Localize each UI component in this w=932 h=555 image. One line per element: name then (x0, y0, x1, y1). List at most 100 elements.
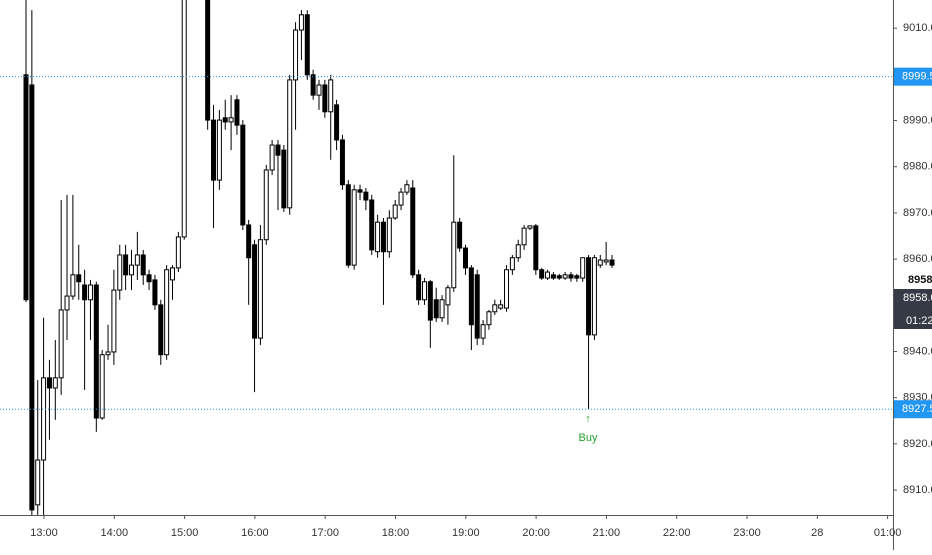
hline-tag-label: 8999.5 (902, 71, 932, 83)
candle-body (550, 274, 556, 279)
x-tick-label: 14:00 (101, 527, 129, 539)
hline-tag-label: 8927.5 (902, 403, 932, 415)
candle-body (76, 274, 82, 283)
candle-body (205, 0, 211, 121)
candle-body (134, 254, 140, 266)
y-tick-label: 8990.0 (903, 114, 932, 126)
candle-body (509, 257, 515, 271)
candle-body (87, 284, 93, 301)
last-price-label: 8958.0 (908, 274, 932, 286)
candle-body (539, 269, 545, 279)
candle-body (152, 279, 158, 306)
candle-body (545, 271, 551, 279)
candle-body (369, 199, 375, 251)
candle-body (480, 324, 486, 339)
candle-body (246, 224, 252, 259)
x-tick-label: 21:00 (593, 527, 621, 539)
candle-body (269, 144, 275, 171)
candle-body (140, 254, 146, 276)
candle-body (310, 74, 316, 96)
candle-body (451, 221, 457, 289)
candle-body (345, 184, 351, 266)
candle-body (117, 254, 123, 291)
candle-body (175, 236, 181, 269)
candle-body (416, 274, 422, 301)
candle-body (58, 309, 64, 379)
candle-body (29, 84, 35, 511)
y-tick-label: 8910.0 (903, 484, 932, 496)
candle-body (46, 377, 52, 389)
x-tick-label: 16:00 (241, 527, 269, 539)
candle-body (504, 269, 510, 309)
x-tick-label: 17:00 (311, 527, 339, 539)
candle-body (363, 191, 369, 201)
candle-body (41, 377, 47, 461)
candle-body (568, 274, 574, 279)
candle-body (35, 459, 41, 506)
candle-body (556, 275, 562, 279)
candle-body (123, 254, 129, 276)
candle-body (586, 257, 592, 336)
x-tick-label: 20:00 (522, 527, 550, 539)
candle-body (211, 119, 217, 181)
candle-body (457, 221, 463, 249)
candle-body (562, 274, 568, 279)
candle-body (433, 299, 439, 319)
candle-body (146, 274, 152, 283)
candle-body (281, 149, 287, 209)
candle-body (64, 295, 70, 311)
candle-body (298, 14, 304, 31)
candle-body (603, 259, 609, 263)
x-tick-label: 01:00 (874, 527, 902, 539)
candle-body (257, 239, 263, 339)
x-tick-label: 15:00 (171, 527, 199, 539)
candle-body (158, 304, 164, 356)
candle-body (322, 84, 328, 113)
candle-body (234, 99, 240, 126)
candle-body (392, 204, 398, 219)
x-tick-label: 23:00 (733, 527, 761, 539)
candle-body (99, 354, 105, 419)
candle-body (105, 351, 111, 356)
candle-body (404, 184, 410, 193)
candle-body (181, 0, 187, 238)
candle-body (474, 274, 480, 339)
candle-body (533, 225, 539, 271)
candle-body (445, 287, 451, 306)
candle-body (334, 104, 340, 141)
candle-body (287, 79, 293, 209)
candle-body (492, 304, 498, 313)
candle-body (293, 29, 299, 81)
x-tick-label: 19:00 (452, 527, 480, 539)
candle-body (380, 221, 386, 253)
candle-body (228, 117, 234, 123)
axes: 8910.08920.08930.08940.08950.08960.08970… (30, 22, 932, 539)
candle-body (304, 14, 310, 76)
price-tag-countdown: 01:22 (906, 315, 932, 327)
x-tick-label: 22:00 (663, 527, 691, 539)
candle-body (263, 169, 269, 241)
y-tick-label: 9010.0 (903, 22, 932, 34)
candle-body (222, 117, 228, 123)
x-tick-label: 13:00 (30, 527, 58, 539)
candle-body (421, 281, 427, 301)
x-tick-label: 28 (811, 527, 823, 539)
price-tag (894, 289, 932, 329)
y-tick-label: 8960.0 (903, 253, 932, 265)
hline-tag (894, 400, 932, 419)
candle-body (591, 257, 597, 336)
candle-body (357, 189, 363, 193)
candle-body (128, 264, 134, 276)
candle-body (386, 217, 392, 253)
candle-body (468, 267, 474, 326)
candle-body (410, 187, 416, 276)
signal-text: Buy (579, 432, 598, 444)
candle-body (252, 244, 258, 339)
candle-body (498, 304, 504, 309)
y-tick-label: 8980.0 (903, 161, 932, 173)
hline-tag (894, 67, 932, 86)
candle-body (93, 284, 99, 419)
candle-body (216, 119, 222, 181)
candle-body (328, 79, 334, 113)
